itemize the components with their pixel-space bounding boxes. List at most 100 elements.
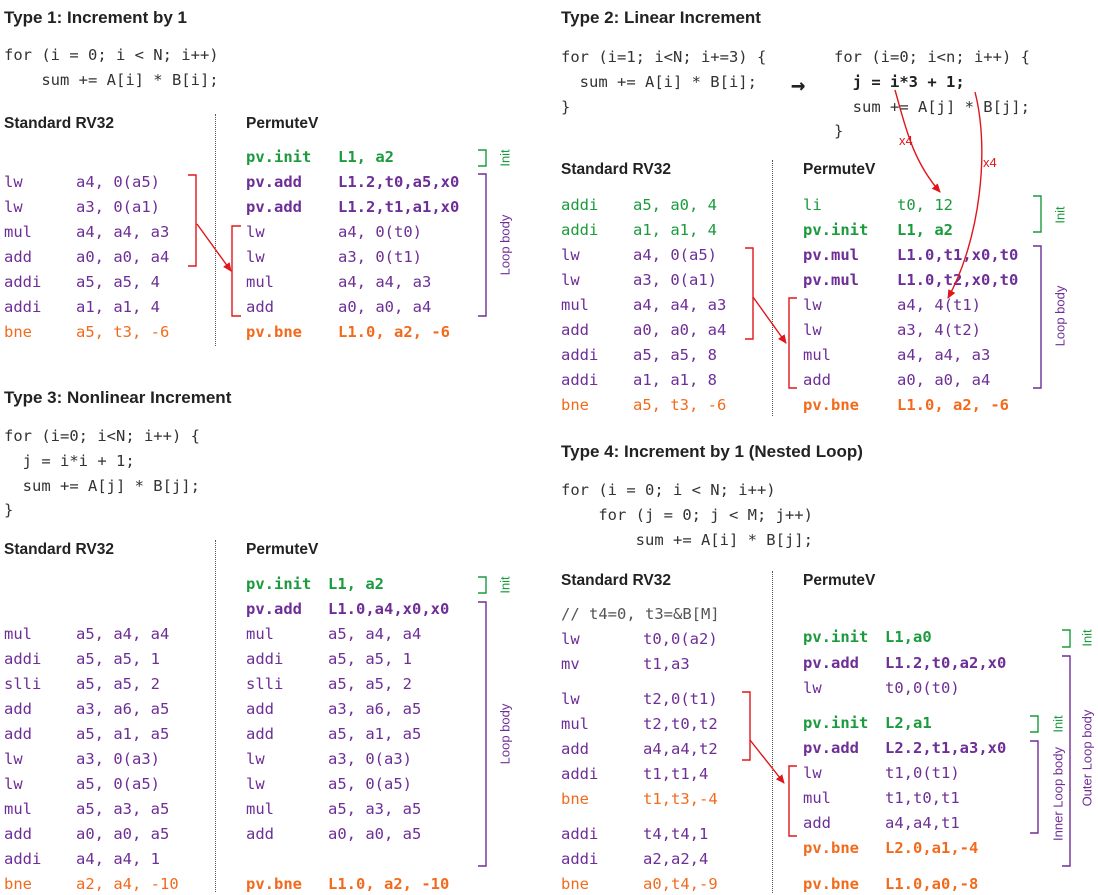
type3-std-header: Standard RV32 — [4, 541, 114, 558]
std-op: add — [561, 740, 589, 758]
type1-std-header: Standard RV32 — [4, 115, 114, 132]
type1-title: Type 1: Increment by 1 — [4, 8, 187, 27]
pv-op: pv.add — [803, 654, 859, 672]
std-op: mul — [4, 800, 32, 818]
pv-op: add — [246, 298, 274, 316]
type4-separator — [772, 571, 773, 893]
pv-args: a4,a4,t1 — [885, 814, 960, 832]
pv-args: a4, 0(t0) — [338, 223, 422, 241]
type1-src-line: sum += A[i] * B[i]; — [4, 71, 219, 89]
type2-pv-header: PermuteV — [803, 161, 876, 178]
type2-pv-bracket — [788, 297, 797, 389]
pv-args: a4, a4, a3 — [338, 273, 432, 291]
pv-op: pv.add — [246, 600, 302, 618]
std-op: addi — [4, 298, 42, 316]
std-args: a5, t3, -6 — [633, 396, 727, 414]
pv-op: add — [246, 825, 274, 843]
std-args: t4,t4,1 — [643, 825, 709, 843]
type4-src-line: for (j = 0; j < M; j++) — [561, 506, 813, 524]
x4-annotation: x4 — [983, 155, 997, 170]
type3-body-bracket — [478, 601, 487, 867]
type2-move-arrow — [752, 296, 787, 344]
pv-args: a4, 4(t1) — [897, 296, 981, 314]
type3-separator — [215, 540, 216, 892]
type4-title: Type 4: Increment by 1 (Nested Loop) — [561, 442, 863, 461]
std-args: t0,0(a2) — [643, 630, 718, 648]
std-args: a5, a5, 1 — [76, 650, 160, 668]
pv-args: L1, a2 — [328, 575, 384, 593]
std-op: bne — [561, 875, 589, 893]
pv-op: add — [803, 814, 831, 832]
x4-curve-arrow — [894, 89, 941, 193]
std-op: bne — [4, 323, 32, 341]
pv-args: L1.0,a4,x0,x0 — [328, 600, 450, 618]
std-args: a0,t4,-9 — [643, 875, 718, 893]
type3-src-line: sum += A[j] * B[j]; — [4, 477, 200, 495]
pv-op: pv.init — [803, 628, 869, 646]
pv-op: pv.bne — [246, 875, 302, 893]
pv-op: pv.mul — [803, 246, 859, 264]
type3-src-line: j = i*i + 1; — [4, 452, 135, 470]
std-op: lw — [561, 271, 580, 289]
std-args: a1, a1, 8 — [633, 371, 717, 389]
type2-std-bracket — [745, 247, 754, 340]
type1-src-line: for (i = 0; i < N; i++) — [4, 46, 219, 64]
type4-comment: // t4=0, t3=&B[M] — [561, 605, 720, 623]
std-op: mul — [561, 715, 589, 733]
pv-args: a3, a6, a5 — [328, 700, 422, 718]
std-args: a0, a0, a4 — [633, 321, 727, 339]
type4-std-header: Standard RV32 — [561, 572, 671, 589]
std-args: t1,t1,4 — [643, 765, 709, 783]
std-args: a4,a4,t2 — [643, 740, 718, 758]
std-args: a5, a5, 4 — [76, 273, 160, 291]
std-op: mul — [4, 625, 32, 643]
std-op: addi — [4, 650, 42, 668]
x4-curve-arrow — [947, 91, 983, 299]
pv-args: L1.2,t0,a2,x0 — [885, 654, 1007, 672]
pv-op: slli — [246, 675, 284, 693]
type2-src-right-line: j = i*3 + 1; — [834, 73, 965, 91]
pv-args: a3, 0(t1) — [338, 248, 422, 266]
std-op: mv — [561, 655, 580, 673]
std-args: t2,t0,t2 — [643, 715, 718, 733]
type3-init-bracket — [478, 576, 487, 594]
pv-op: pv.add — [246, 198, 302, 216]
std-op: addi — [561, 196, 599, 214]
type4-inner-init-bracket — [1030, 715, 1039, 733]
transform-arrow-icon: → — [791, 71, 806, 99]
std-args: a3, 0(a3) — [76, 750, 160, 768]
type4-pv-bracket — [788, 765, 797, 837]
pv-args: a0, a0, a5 — [328, 825, 422, 843]
std-args: a4, 0(a5) — [633, 246, 717, 264]
std-args: a4, a4, 1 — [76, 850, 160, 868]
type2-src-right-line: for (i=0; i<n; i++) { — [834, 48, 1030, 66]
std-op: addi — [4, 273, 42, 291]
pv-op: pv.init — [246, 575, 312, 593]
std-args: a5, a4, a4 — [76, 625, 170, 643]
pv-op: add — [246, 700, 274, 718]
pv-op: lw — [803, 321, 822, 339]
std-args: a2, a4, -10 — [76, 875, 179, 893]
type1-move-arrow — [196, 223, 232, 272]
std-args: a5, a5, 2 — [76, 675, 160, 693]
pv-args: a3, 4(t2) — [897, 321, 981, 339]
std-args: a1, a1, 4 — [76, 298, 160, 316]
type2-src-right-line: sum += A[j] * B[j]; — [834, 98, 1030, 116]
pv-op: lw — [246, 248, 265, 266]
pv-args: L2.0,a1,-4 — [885, 839, 979, 857]
type2-separator — [772, 160, 773, 416]
std-op: lw — [4, 775, 23, 793]
pv-op: lw — [246, 775, 265, 793]
pv-op: mul — [246, 625, 274, 643]
type1-body-bracket — [478, 173, 487, 317]
pv-args: a5, a3, a5 — [328, 800, 422, 818]
pv-op: add — [246, 725, 274, 743]
pv-op: pv.mul — [803, 271, 859, 289]
pv-op: pv.add — [803, 739, 859, 757]
pv-op: pv.bne — [246, 323, 302, 341]
std-args: a4, 0(a5) — [76, 173, 160, 191]
type4-pv-header: PermuteV — [803, 572, 876, 589]
pv-args: a5, a1, a5 — [328, 725, 422, 743]
std-args: a5, t3, -6 — [76, 323, 170, 341]
